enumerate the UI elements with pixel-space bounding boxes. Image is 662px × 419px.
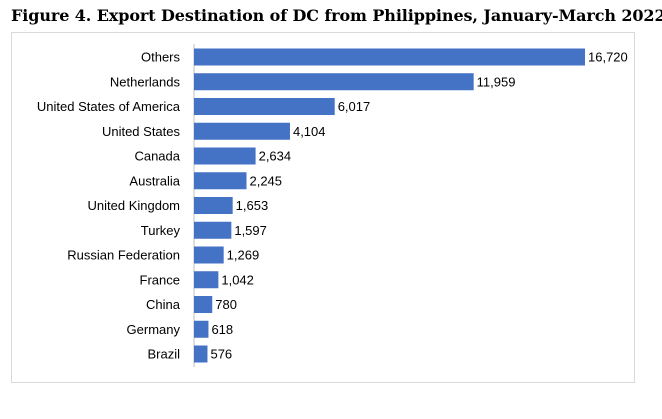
value-label: 618 [211,322,233,337]
bar [194,320,209,338]
category-label: Turkey [141,223,181,238]
category-label: Germany [127,322,181,337]
category-label: China [146,297,181,312]
category-label: United Kingdom [88,198,181,213]
category-label: France [140,272,180,287]
value-label: 11,959 [477,74,516,89]
value-label: 16,720 [588,50,628,65]
bar [194,296,213,313]
category-label: United States [102,124,181,139]
bar [194,197,233,214]
value-label: 1,269 [227,248,260,263]
value-label: 6,017 [338,99,371,114]
category-label: Others [141,50,181,65]
chart-title: Figure 4. Export Destination of DC from … [11,6,662,25]
bar [194,147,256,165]
value-label: 2,634 [259,149,292,164]
category-label: Brazil [147,347,180,362]
value-label: 1,597 [234,223,267,238]
value-label: 1,653 [236,198,269,213]
bar [194,345,208,363]
bar [194,221,232,239]
bar [194,48,585,66]
bar [194,246,224,264]
chart-frame [11,32,635,383]
value-label: 576 [210,347,232,362]
value-label: 1,042 [221,272,254,287]
category-label: Netherlands [110,74,181,89]
bar [194,98,335,115]
bar [194,172,247,190]
bar [194,271,219,289]
category-label: Russian Federation [67,248,180,263]
category-label: Australia [129,173,180,188]
category-label: Canada [134,149,180,164]
value-label: 4,104 [293,124,326,139]
category-label: United States of America [37,99,181,114]
value-label: 780 [215,297,237,312]
value-label: 2,245 [249,173,282,188]
bar [194,122,290,140]
bar [194,73,474,91]
